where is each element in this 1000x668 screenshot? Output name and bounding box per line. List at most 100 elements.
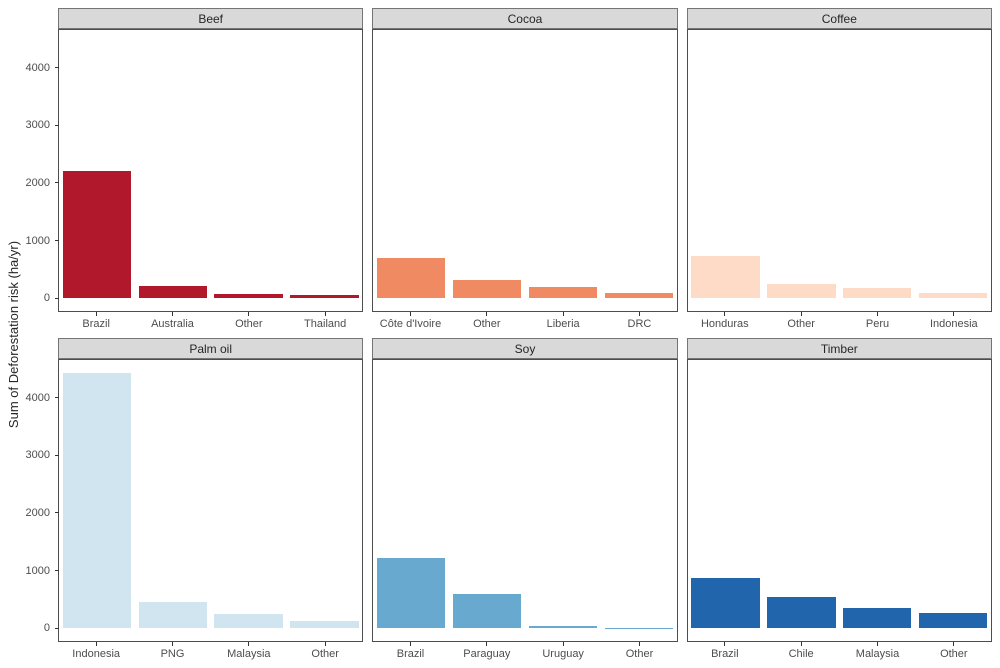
x-axis-tick-label: Uruguay — [542, 648, 584, 660]
plot-panel — [372, 359, 678, 642]
plot-panel — [372, 29, 678, 312]
bar-uruguay — [528, 626, 598, 629]
x-axis-tick — [324, 312, 326, 316]
plot-panel — [686, 29, 992, 312]
y-axis-tick — [55, 67, 59, 69]
bar-other — [452, 280, 522, 299]
x-axis-tick — [724, 312, 726, 316]
x-axis: Honduras Other Peru Indonesia — [687, 312, 992, 338]
facet-strip: Soy — [372, 338, 678, 359]
y-axis-tick — [55, 182, 59, 184]
facet-strip: Beef — [58, 8, 364, 29]
facet-strip: Cocoa — [372, 8, 678, 29]
x-axis-tick — [562, 312, 564, 316]
plot-panel: 0 1000 2000 3000 4000 — [26, 29, 364, 312]
y-axis-tick — [55, 124, 59, 126]
bar-malaysia — [843, 608, 912, 629]
x-axis-tick — [800, 312, 802, 316]
bar-malaysia — [214, 613, 283, 629]
x-axis-tick-label: PNG — [160, 648, 185, 660]
bar-honduras — [691, 255, 760, 299]
facet-title: Coffee — [821, 11, 857, 26]
facet-grid: Beef 0 1000 2000 3000 4000 Brazil Australia Othe… — [26, 8, 992, 668]
bar-indonesia — [62, 372, 132, 629]
x-axis-tick — [95, 642, 97, 646]
x-axis-tick-label: Other — [473, 318, 501, 330]
x-axis: Indonesia PNG Malaysia Other — [58, 642, 363, 668]
bar-png — [138, 601, 207, 629]
x-axis-tick-label: Malaysia — [227, 648, 271, 660]
y-axis-tick — [55, 512, 59, 514]
facet-strip: Coffee — [686, 8, 992, 29]
y-axis-tick — [55, 297, 59, 299]
bar-indonesia — [918, 292, 988, 299]
y-axis-tick — [55, 397, 59, 399]
bar-drc — [604, 293, 673, 299]
x-axis-tick — [95, 312, 97, 316]
facet-coffee: Coffee Honduras Other Peru Indonesia — [686, 8, 992, 338]
x-axis-tick — [486, 642, 488, 646]
bar-paraguay — [452, 594, 522, 629]
x-axis-tick-label: Peru — [865, 318, 890, 330]
facet-title: Timber — [820, 341, 858, 356]
facet-palm-oil: Palm oil 0 1000 2000 3000 4000 Indonesia PNG Mal… — [26, 338, 364, 668]
x-axis-tick-label: Other — [940, 648, 968, 660]
x-axis-tick-label: Chile — [788, 648, 814, 660]
y-axis-tick-label: 3000 — [25, 119, 50, 132]
bar-other — [214, 294, 283, 299]
x-axis-tick — [953, 642, 955, 646]
y-axis-tick — [55, 570, 59, 572]
x-axis-tick-label: Paraguay — [463, 648, 511, 660]
x-axis-tick-label: Thailand — [304, 318, 347, 330]
x-axis: Brazil Australia Other Thailand — [58, 312, 363, 338]
x-axis-tick-label: DRC — [627, 318, 652, 330]
x-axis-tick-label: Other — [625, 648, 654, 660]
x-axis-tick — [324, 642, 326, 646]
bar-brazil — [62, 171, 132, 299]
x-axis-tick-label: Other — [311, 648, 339, 660]
bar-australia — [138, 286, 207, 299]
x-axis: Côte d'Ivoire Other Liberia DRC — [372, 312, 677, 338]
x-axis-tick — [409, 642, 411, 646]
y-axis-tick — [55, 627, 59, 629]
bar-other — [767, 284, 836, 299]
x-axis-tick — [800, 642, 802, 646]
x-axis-tick — [562, 642, 564, 646]
x-axis-tick-label: Malaysia — [855, 648, 900, 660]
facet-title: Soy — [514, 341, 536, 356]
facet-strip: Timber — [686, 338, 992, 359]
x-axis: Brazil Paraguay Uruguay Other — [372, 642, 677, 668]
x-axis-tick-label: Brazil — [711, 648, 739, 660]
x-axis-tick-label: Liberia — [546, 318, 580, 330]
y-axis-tick-label: 3000 — [25, 449, 50, 462]
facet-title: Cocoa — [507, 11, 543, 26]
facet-strip: Palm oil — [58, 338, 364, 359]
x-axis-tick-label: Other — [787, 318, 815, 330]
x-axis-tick — [876, 642, 878, 646]
facet-timber: Timber Brazil Chile Malaysia Other — [686, 338, 992, 668]
facet-cocoa: Cocoa Côte d'Ivoire Other Liberia DRC — [372, 8, 678, 338]
plot-panel: 0 1000 2000 3000 4000 — [26, 359, 364, 642]
y-axis-tick-label: 1000 — [25, 564, 50, 577]
x-axis-tick — [248, 312, 250, 316]
x-axis-tick-label: Brazil — [396, 648, 425, 660]
bar-brazil — [377, 557, 446, 629]
facet-title: Beef — [198, 11, 223, 26]
facet-title: Palm oil — [189, 341, 232, 356]
y-axis-tick-label: 0 — [43, 292, 50, 305]
x-axis-tick — [486, 312, 488, 316]
x-axis-tick-label: Brazil — [82, 318, 110, 330]
bar-brazil — [691, 578, 760, 629]
x-axis-tick — [171, 312, 173, 316]
y-axis-tick-label: 2000 — [25, 176, 50, 189]
y-axis-tick-label: 4000 — [25, 391, 50, 404]
bar-chile — [767, 596, 836, 629]
x-axis-tick — [409, 312, 411, 316]
facet-beef: Beef 0 1000 2000 3000 4000 Brazil Australia Othe… — [26, 8, 364, 338]
x-axis: Brazil Chile Malaysia Other — [687, 642, 992, 668]
x-axis-tick-label: Indonesia — [72, 648, 121, 660]
x-axis-tick — [171, 642, 173, 646]
x-axis-tick-label: Indonesia — [929, 318, 978, 330]
x-axis-tick-label: Other — [235, 318, 263, 330]
